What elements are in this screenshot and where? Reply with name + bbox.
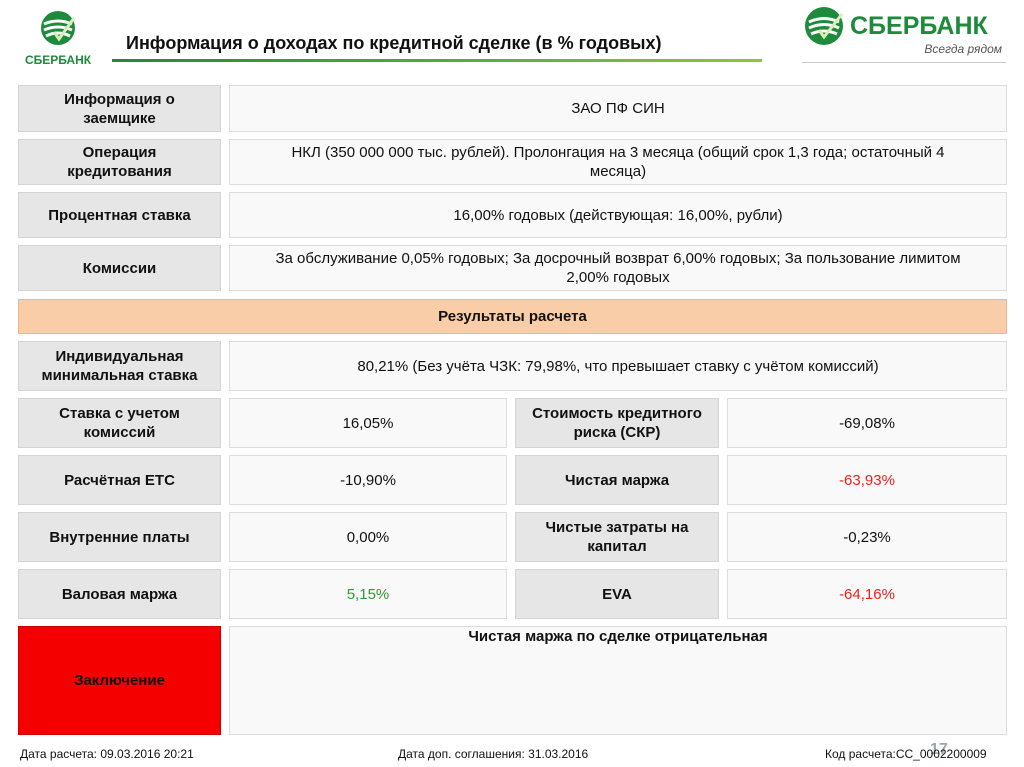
internal-fees-label: Внутренние платы xyxy=(18,512,221,562)
min-rate-value: 80,21% (Без учёта ЧЗК: 79,98%, что превы… xyxy=(229,341,1007,391)
rate-label: Процентная ставка xyxy=(18,192,221,238)
logo-right-text: СБЕРБАНК xyxy=(850,12,988,40)
rate-with-fees-value: 16,05% xyxy=(229,398,507,448)
results-banner: Результаты расчета xyxy=(18,299,1007,334)
title-underline xyxy=(112,59,762,62)
net-margin-value: -63,93% xyxy=(727,455,1007,505)
borrower-value: ЗАО ПФ СИН xyxy=(229,85,1007,132)
ets-value: -10,90% xyxy=(229,455,507,505)
capital-cost-value: -0,23% xyxy=(727,512,1007,562)
gross-margin-value: 5,15% xyxy=(229,569,507,619)
rate-value: 16,00% годовых (действующая: 16,00%, руб… xyxy=(229,192,1007,238)
page-title: Информация о доходах по кредитной сделке… xyxy=(126,33,662,53)
borrower-label: Информация о заемщике xyxy=(18,85,221,132)
agreement-date: Дата доп. соглашения: 31.03.2016 xyxy=(398,747,589,761)
net-margin-label: Чистая маржа xyxy=(515,455,719,505)
fees-value: За обслуживание 0,05% годовых; За досроч… xyxy=(229,245,1007,291)
operation-value: НКЛ (350 000 000 тыс. рублей). Пролонгац… xyxy=(229,139,1007,185)
min-rate-label: Индивидуальная минимальная ставка xyxy=(18,341,221,391)
logo-tagline: Всегда рядом xyxy=(924,42,1002,56)
operation-label: Операция кредитования xyxy=(18,139,221,185)
credit-risk-cost-label: Стоимость кредитного риска (СКР) xyxy=(515,398,719,448)
eva-value: -64,16% xyxy=(727,569,1007,619)
calc-code: Код расчета:СС_0002200009 xyxy=(825,747,987,761)
page-number: 17 xyxy=(930,741,948,758)
conclusion-panel: Чистая маржа по сделке отрицательная xyxy=(229,626,1007,735)
conclusion-text: Чистая маржа по сделке отрицательная xyxy=(468,628,768,645)
sberbank-logo-right: СБЕРБАНК Всегда рядом xyxy=(802,4,1012,60)
ets-label: Расчётная ЕТС xyxy=(18,455,221,505)
eva-label: EVA xyxy=(515,569,719,619)
conclusion-label: Заключение xyxy=(18,626,221,735)
capital-cost-label: Чистые затраты на капитал xyxy=(515,512,719,562)
sberbank-emblem-icon xyxy=(805,7,844,45)
sberbank-emblem-icon: СБЕРБАНК xyxy=(25,11,92,67)
internal-fees-value: 0,00% xyxy=(229,512,507,562)
sberbank-logo-left: СБЕРБАНК xyxy=(14,6,104,68)
gross-margin-label: Валовая маржа xyxy=(18,569,221,619)
fees-label: Комиссии xyxy=(18,245,221,291)
calc-date: Дата расчета: 09.03.2016 20:21 xyxy=(20,747,194,761)
logo-left-text: СБЕРБАНК xyxy=(25,53,92,67)
credit-risk-cost-value: -69,08% xyxy=(727,398,1007,448)
rate-with-fees-label: Ставка с учетом комиссий xyxy=(18,398,221,448)
header-divider xyxy=(802,62,1006,63)
